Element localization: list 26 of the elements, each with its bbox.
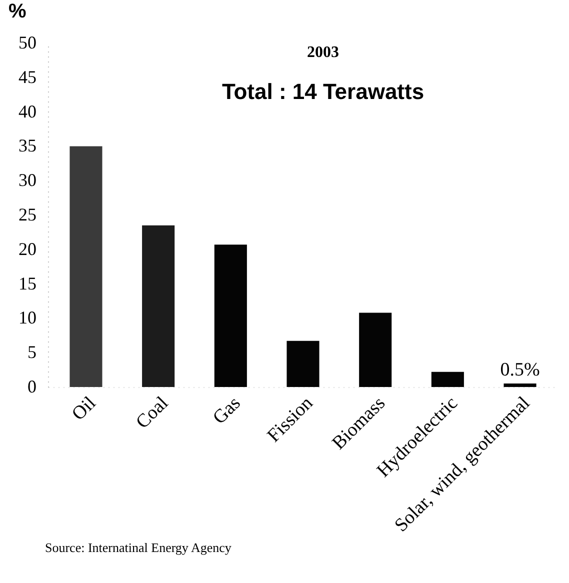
- x-tick-label: Oil: [68, 392, 100, 425]
- y-tick-label: 40: [18, 101, 36, 122]
- y-tick-label: 10: [18, 308, 36, 328]
- y-tick-label: 30: [18, 170, 36, 190]
- bar: [286, 340, 320, 387]
- y-tick-label: 45: [18, 66, 36, 87]
- bar: [214, 244, 247, 387]
- y-tick-label: 35: [18, 136, 36, 156]
- y-tick-label: 50: [18, 32, 36, 52]
- bar: [431, 372, 464, 387]
- data-label: 0.5%: [500, 360, 540, 381]
- y-tick-label: 25: [18, 204, 36, 224]
- y-tick-label: 5: [28, 342, 36, 362]
- chart-title: 2003: [307, 44, 339, 61]
- bar: [359, 312, 392, 387]
- source-note: Source: Internatinal Energy Agency: [45, 540, 232, 556]
- y-tick-label: 20: [18, 238, 36, 259]
- x-tick-label: Gas: [209, 392, 245, 429]
- y-tick-label: 0: [28, 376, 36, 396]
- y-tick-label: 15: [18, 273, 36, 294]
- x-tick-label: Coal: [132, 392, 172, 434]
- text: Total : 14 Terawatts: [222, 79, 424, 104]
- bar: [142, 225, 175, 387]
- bar: [70, 146, 102, 387]
- y-axis-title: %: [8, 0, 26, 22]
- bar: [504, 384, 536, 387]
